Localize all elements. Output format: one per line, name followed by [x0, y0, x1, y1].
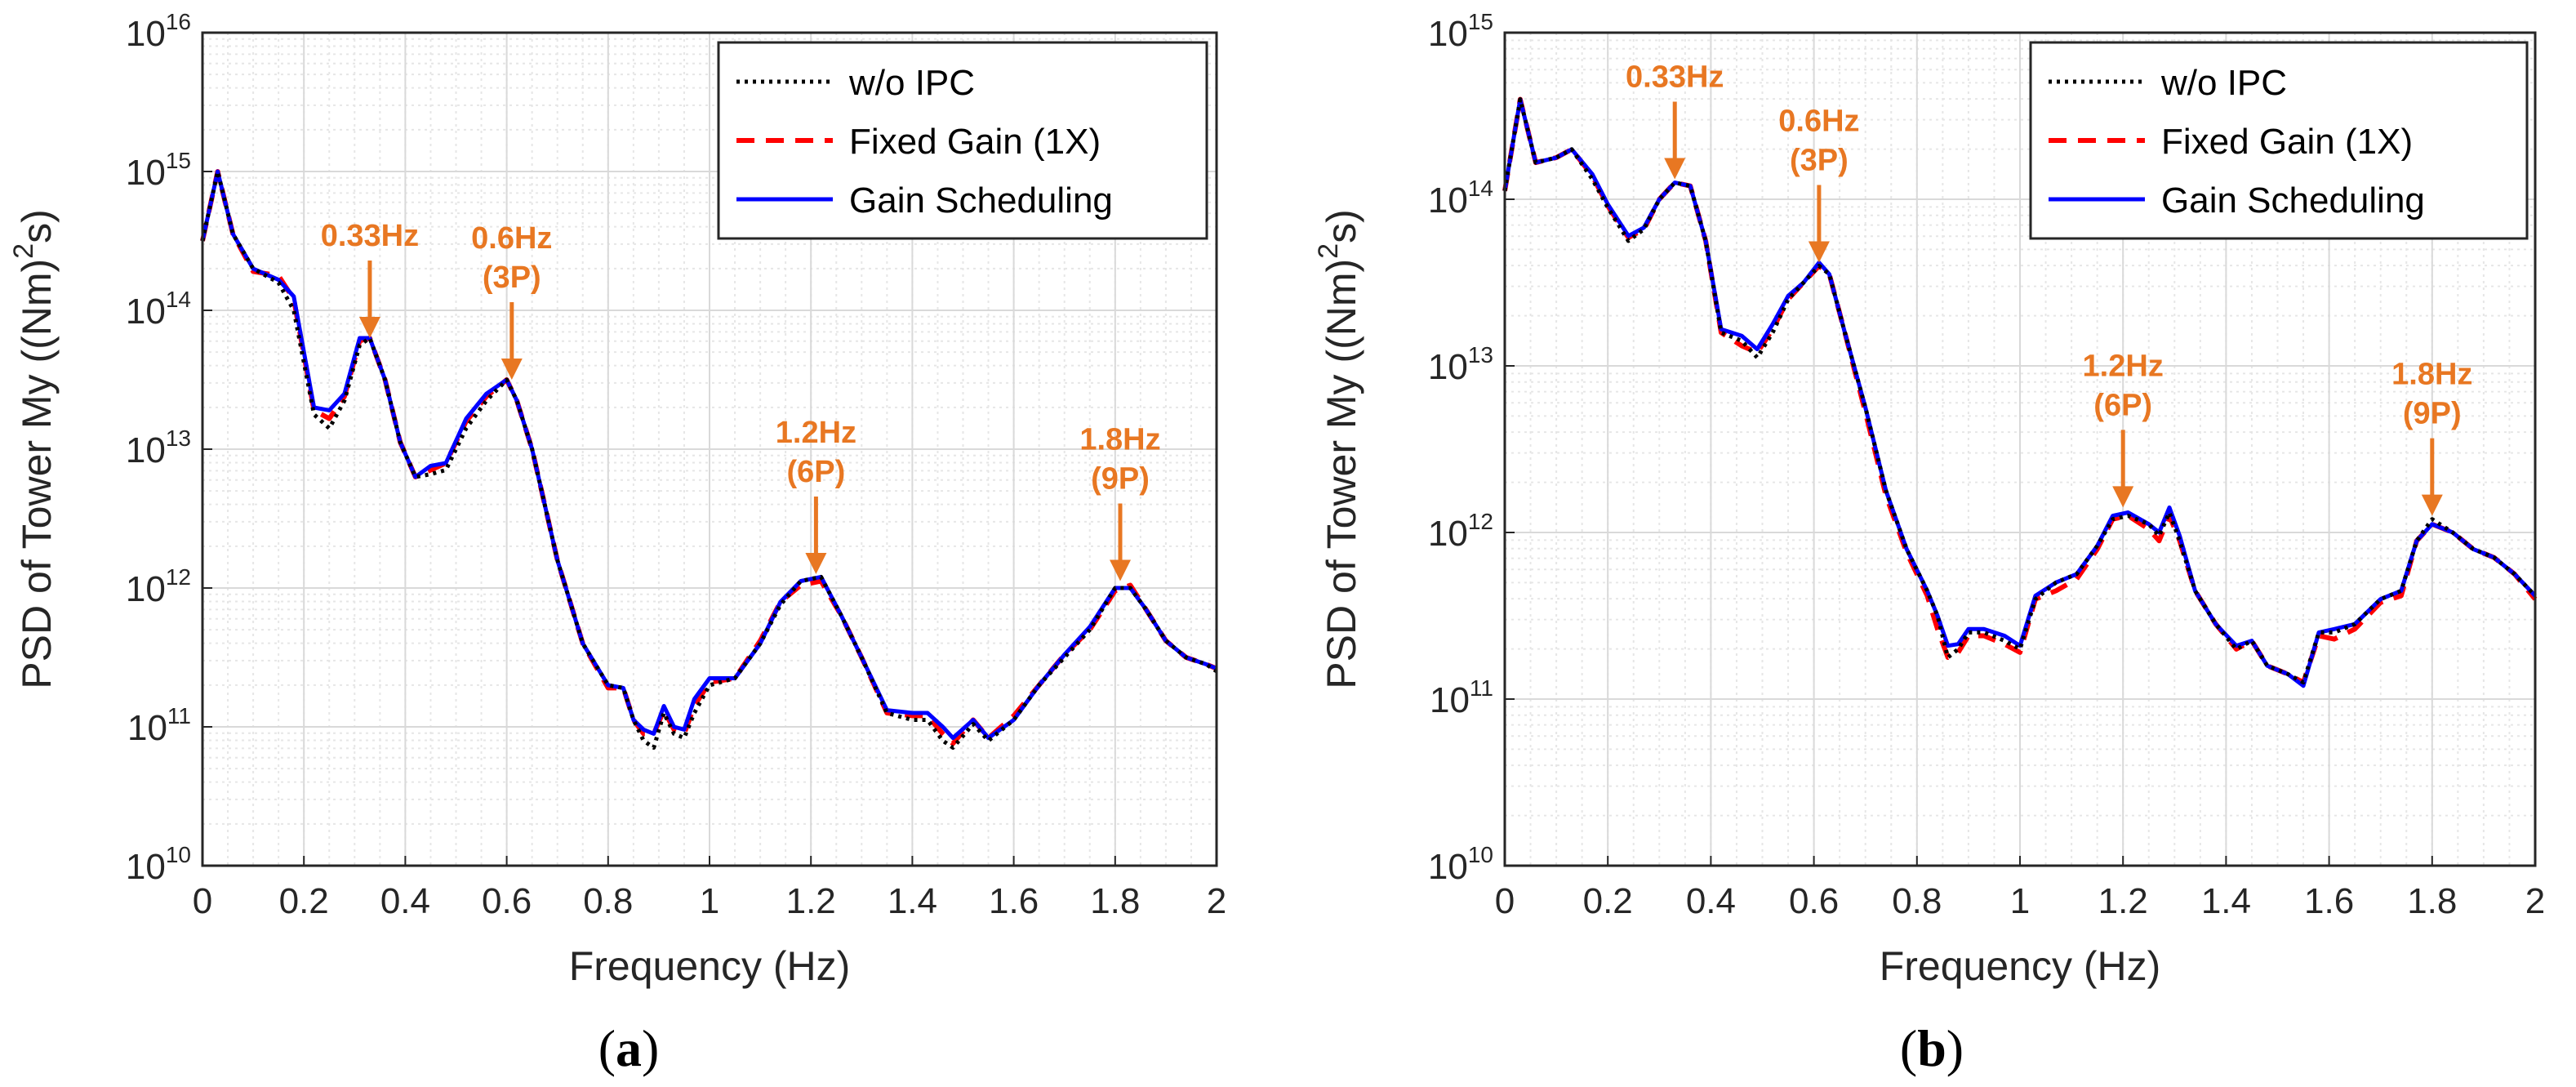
y-tick-label: 1012 — [1428, 509, 1493, 554]
x-tick-label: 1.6 — [2304, 881, 2354, 921]
annotation-label: 0.33Hz — [321, 219, 419, 253]
annotation-arrow-head — [1808, 241, 1830, 263]
annotation-label: 1.8Hz — [1079, 423, 1160, 457]
annotation-0: 0.33Hz — [321, 219, 419, 338]
annotation-label: 0.6Hz — [1778, 105, 1859, 139]
y-tick-label: 1016 — [126, 9, 191, 54]
legend-label: Gain Scheduling — [849, 180, 1113, 221]
annotation-arrow-head — [805, 553, 827, 574]
y-tick-label: 1012 — [126, 564, 191, 609]
x-tick-label: 0.6 — [482, 881, 532, 921]
legend-label: w/o IPC — [2160, 63, 2287, 103]
y-tick-label: 1010 — [1428, 842, 1493, 887]
annotation-2: 1.2Hz (6P) — [2083, 349, 2164, 508]
x-tick-label: 1.4 — [888, 881, 937, 921]
y-tick-label: 1014 — [126, 287, 191, 332]
panel-label: (b) — [1900, 1019, 1964, 1077]
y-tick-label: 1013 — [1428, 342, 1493, 387]
legend: w/o IPC Fixed Gain (1X) Gain Scheduling — [717, 41, 1208, 240]
annotation-label: 1.8Hz — [2391, 358, 2472, 392]
annotation-arrow-head — [1664, 158, 1686, 180]
x-tick-label: 0.8 — [1892, 881, 1942, 921]
series-line-gain-scheduling — [1502, 97, 2537, 688]
x-tick-label: 0 — [1495, 881, 1515, 921]
x-tick-label: 0.2 — [1583, 881, 1633, 921]
annotation-1: 0.6Hz (3P) — [471, 221, 552, 380]
annotation-label: (9P) — [2403, 397, 2462, 431]
annotation-arrow-head — [2112, 486, 2134, 508]
x-tick-label: 1.6 — [989, 881, 1039, 921]
y-axis-label: PSD of Tower My ((Nm)2s) — [1313, 209, 1364, 688]
legend-label: Fixed Gain (1X) — [2161, 122, 2413, 162]
x-tick-label: 0.8 — [583, 881, 633, 921]
y-tick-label: 1010 — [126, 842, 191, 887]
x-tick-label: 1.8 — [2407, 881, 2457, 921]
x-axis-label: Frequency (Hz) — [569, 943, 851, 989]
y-tick-label: 1015 — [126, 148, 191, 193]
annotation-label: (3P) — [1790, 144, 1849, 178]
annotation-3: 1.8Hz (9P) — [1079, 423, 1161, 581]
annotation-0: 0.33Hz — [1626, 60, 1724, 180]
panel-label: (a) — [598, 1019, 660, 1077]
annotation-label: 1.2Hz — [2083, 349, 2164, 383]
series-line-w-o-ipc — [1502, 97, 2537, 685]
annotation-2: 1.2Hz (6P) — [776, 416, 856, 574]
series-line-gain-scheduling — [200, 169, 1217, 741]
annotation-1: 0.6Hz (3P) — [1778, 105, 1860, 263]
annotation-label: 0.6Hz — [471, 221, 552, 256]
annotation-label: 1.2Hz — [776, 416, 856, 450]
x-tick-label: 0.4 — [1686, 881, 1736, 921]
x-tick-label: 1.4 — [2201, 881, 2251, 921]
x-tick-label: 2 — [1207, 881, 1226, 921]
x-tick-label: 1.2 — [786, 881, 836, 921]
x-tick-label: 0.4 — [380, 881, 430, 921]
annotation-label: (9P) — [1091, 462, 1150, 497]
y-tick-label: 1011 — [1430, 675, 1493, 720]
legend-label: w/o IPC — [848, 63, 975, 103]
series-line-w-o-ipc — [200, 169, 1218, 750]
x-tick-label: 2 — [2525, 881, 2545, 921]
legend-label: Fixed Gain (1X) — [849, 122, 1101, 162]
annotation-label: (3P) — [483, 261, 541, 295]
y-tick-label: 1014 — [1428, 176, 1493, 221]
annotation-arrow-head — [501, 359, 523, 380]
x-tick-label: 0.2 — [279, 881, 329, 921]
series-line-fixed-gain-1x — [1502, 96, 2538, 685]
legend: w/o IPC Fixed Gain (1X) Gain Scheduling — [2029, 41, 2529, 240]
annotation-label: (6P) — [787, 455, 846, 489]
x-tick-label: 0 — [193, 881, 212, 921]
legend-label: Gain Scheduling — [2161, 180, 2425, 221]
y-tick-label: 1013 — [126, 425, 191, 470]
chart-panel-b: 0.33Hz 0.6Hz (3P) 1.2Hz (6P) 1.8Hz (9P) 0 0.2 0.4… — [1313, 9, 2545, 1077]
annotation-3: 1.8Hz (9P) — [2391, 358, 2472, 516]
annotation-label: (6P) — [2093, 388, 2152, 422]
x-tick-label: 1 — [2010, 881, 2030, 921]
annotation-arrow-head — [1110, 559, 1132, 581]
annotation-arrow-head — [358, 317, 380, 338]
x-tick-label: 0.6 — [1789, 881, 1839, 921]
x-tick-label: 1.2 — [2098, 881, 2148, 921]
x-tick-label: 1.8 — [1090, 881, 1140, 921]
y-tick-label: 1011 — [127, 703, 191, 748]
chart-panel-a: 0.33Hz 0.6Hz (3P) 1.2Hz (6P) 1.8Hz (9P) 0 0.2 0.4… — [8, 9, 1226, 1077]
y-axis-label: PSD of Tower My ((Nm)2s) — [8, 209, 60, 688]
annotation-arrow-head — [2421, 494, 2443, 516]
y-tick-label: 1015 — [1428, 9, 1493, 54]
x-axis-label: Frequency (Hz) — [1880, 943, 2161, 989]
x-tick-label: 1 — [700, 881, 719, 921]
annotation-label: 0.33Hz — [1626, 60, 1724, 95]
